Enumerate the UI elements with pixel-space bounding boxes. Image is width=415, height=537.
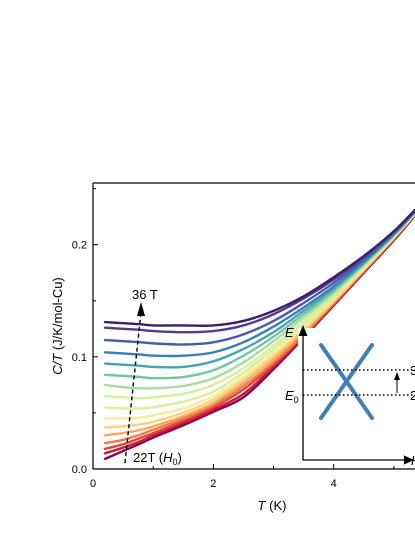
inset-e0-label: E0 — [285, 388, 299, 405]
series-line-16 — [103, 208, 415, 327]
annotation-36T: 36 T — [132, 287, 158, 302]
series-line-14 — [103, 209, 415, 346]
inset-upper-cut-label: 3 — [410, 363, 415, 378]
inset-energy-label: E — [285, 325, 294, 340]
inset-diagram — [298, 325, 415, 465]
y-tick-label: 0.0 — [72, 464, 87, 476]
series-line-15 — [103, 208, 415, 334]
x-tick-label: 2 — [210, 478, 216, 490]
y-tick-label: 0.1 — [72, 352, 87, 364]
inset-crossing-line-up — [319, 343, 374, 420]
x-axis-title: T (K) — [258, 498, 287, 513]
axis-ticks: 0 2 4 0.0 0.1 0.2 — [72, 188, 395, 490]
series-line-13 — [103, 209, 415, 358]
y-axis-title: C/T (J/K/mol-Cu) — [50, 277, 65, 375]
curves-group — [103, 208, 415, 461]
x-tick-label: 4 — [331, 478, 337, 490]
inset-lower-cut-label: 2 — [410, 388, 415, 403]
field-arrow — [124, 302, 145, 464]
annotation-22T: 22T (H0) — [133, 450, 182, 467]
inset-field-axis-label: H — [411, 453, 415, 468]
inset-field-arrowhead — [404, 455, 414, 465]
x-tick-label: 0 — [90, 478, 96, 490]
inset-energy-arrowhead — [298, 325, 308, 336]
y-tick-label: 0.2 — [72, 240, 87, 252]
inset-shift-arrowhead — [394, 372, 400, 380]
